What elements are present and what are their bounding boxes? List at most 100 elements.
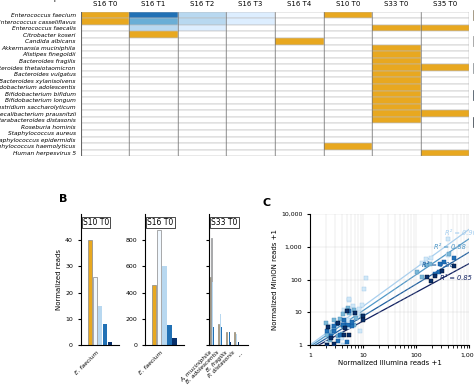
Bar — [227, 64, 275, 71]
MinION 0.2 — [343, 308, 351, 314]
MinION 0.05 — [352, 315, 359, 321]
Text: C: C — [262, 198, 270, 208]
Bar — [129, 137, 178, 143]
Bar — [227, 150, 275, 156]
Bar — [275, 143, 323, 150]
MinION 0.01 — [422, 256, 430, 262]
MinION 0.05 — [358, 313, 366, 319]
Bar — [420, 91, 469, 97]
MinION 0.1 — [343, 339, 351, 345]
Bar — [275, 84, 323, 91]
Bar — [275, 130, 323, 137]
Bar — [211, 238, 212, 345]
FancyBboxPatch shape — [473, 36, 474, 47]
Bar — [227, 97, 275, 104]
Bar — [178, 78, 226, 84]
MinION 0.01 — [358, 302, 365, 309]
MinION 0.1 — [340, 317, 348, 323]
MinION 0.1 — [437, 261, 444, 267]
Text: S33 T0: S33 T0 — [211, 218, 237, 227]
Bar — [275, 58, 323, 64]
MinION 0.1 — [336, 332, 343, 338]
Bar — [227, 91, 275, 97]
Bar — [178, 130, 226, 137]
Text: S16 T0: S16 T0 — [147, 218, 173, 227]
Bar — [221, 327, 222, 345]
Bar — [420, 51, 469, 58]
Bar — [81, 64, 129, 71]
Bar — [227, 78, 275, 84]
Bar — [227, 45, 275, 51]
MinION 0.05 — [426, 261, 434, 267]
Bar — [157, 230, 162, 345]
MinION 0.1 — [330, 328, 338, 334]
Bar — [81, 31, 129, 38]
Bar — [178, 18, 226, 25]
Bar — [372, 97, 421, 104]
Bar — [178, 117, 226, 123]
Bar — [275, 71, 323, 78]
MinION 0.05 — [350, 321, 357, 328]
Bar — [323, 38, 372, 45]
Bar — [81, 45, 129, 51]
MinION 0.01 — [345, 324, 352, 330]
Bar — [229, 332, 230, 345]
Bar — [420, 137, 469, 143]
Bar — [178, 150, 226, 156]
Bar — [420, 38, 469, 45]
Bar — [129, 143, 178, 150]
Text: S10 T0: S10 T0 — [83, 218, 109, 227]
Bar — [372, 45, 421, 51]
FancyBboxPatch shape — [473, 116, 474, 127]
Bar — [178, 51, 226, 58]
Bar — [372, 78, 421, 84]
Bar — [420, 78, 469, 84]
Bar — [372, 150, 421, 156]
Bar — [420, 104, 469, 110]
MinION 0.1 — [348, 319, 356, 325]
MinION 0.1 — [348, 323, 356, 329]
MinION 0.2 — [351, 310, 359, 316]
Bar — [323, 18, 372, 25]
MinION 0.2 — [331, 341, 338, 347]
Text: R² = 0.88: R² = 0.88 — [422, 262, 454, 268]
Bar — [372, 64, 421, 71]
MinION 0.1 — [335, 338, 342, 344]
Bar — [372, 38, 421, 45]
Bar — [323, 97, 372, 104]
MinION 0.01 — [360, 286, 368, 292]
Text: R² = 0.85: R² = 0.85 — [440, 275, 472, 281]
Bar — [227, 31, 275, 38]
MinION 0.1 — [431, 270, 438, 277]
Bar — [227, 71, 275, 78]
X-axis label: Normalized Illumina reads +1: Normalized Illumina reads +1 — [337, 360, 442, 367]
MinION 0.01 — [419, 260, 426, 267]
MinION 0.2 — [427, 278, 435, 284]
Bar — [81, 12, 129, 18]
Bar — [372, 51, 421, 58]
Bar — [172, 338, 177, 345]
MinION 0.05 — [322, 320, 330, 326]
Bar — [275, 18, 323, 25]
Bar — [227, 123, 275, 130]
Bar — [323, 104, 372, 110]
MinION 0.05 — [338, 331, 346, 337]
Bar — [323, 51, 372, 58]
Bar — [323, 78, 372, 84]
Bar — [129, 130, 178, 137]
Bar — [323, 137, 372, 143]
Bar — [372, 104, 421, 110]
Bar — [103, 324, 108, 345]
Bar — [420, 97, 469, 104]
FancyBboxPatch shape — [473, 9, 474, 20]
Bar — [227, 117, 275, 123]
MinION 0.05 — [419, 274, 426, 280]
Y-axis label: Normalized reads: Normalized reads — [56, 249, 62, 310]
MinION 0.05 — [330, 316, 338, 323]
Bar — [81, 137, 129, 143]
MinION 0.05 — [445, 251, 453, 257]
MinION 0.2 — [431, 273, 438, 279]
Bar — [162, 267, 166, 345]
Bar — [372, 123, 421, 130]
Bar — [323, 58, 372, 64]
